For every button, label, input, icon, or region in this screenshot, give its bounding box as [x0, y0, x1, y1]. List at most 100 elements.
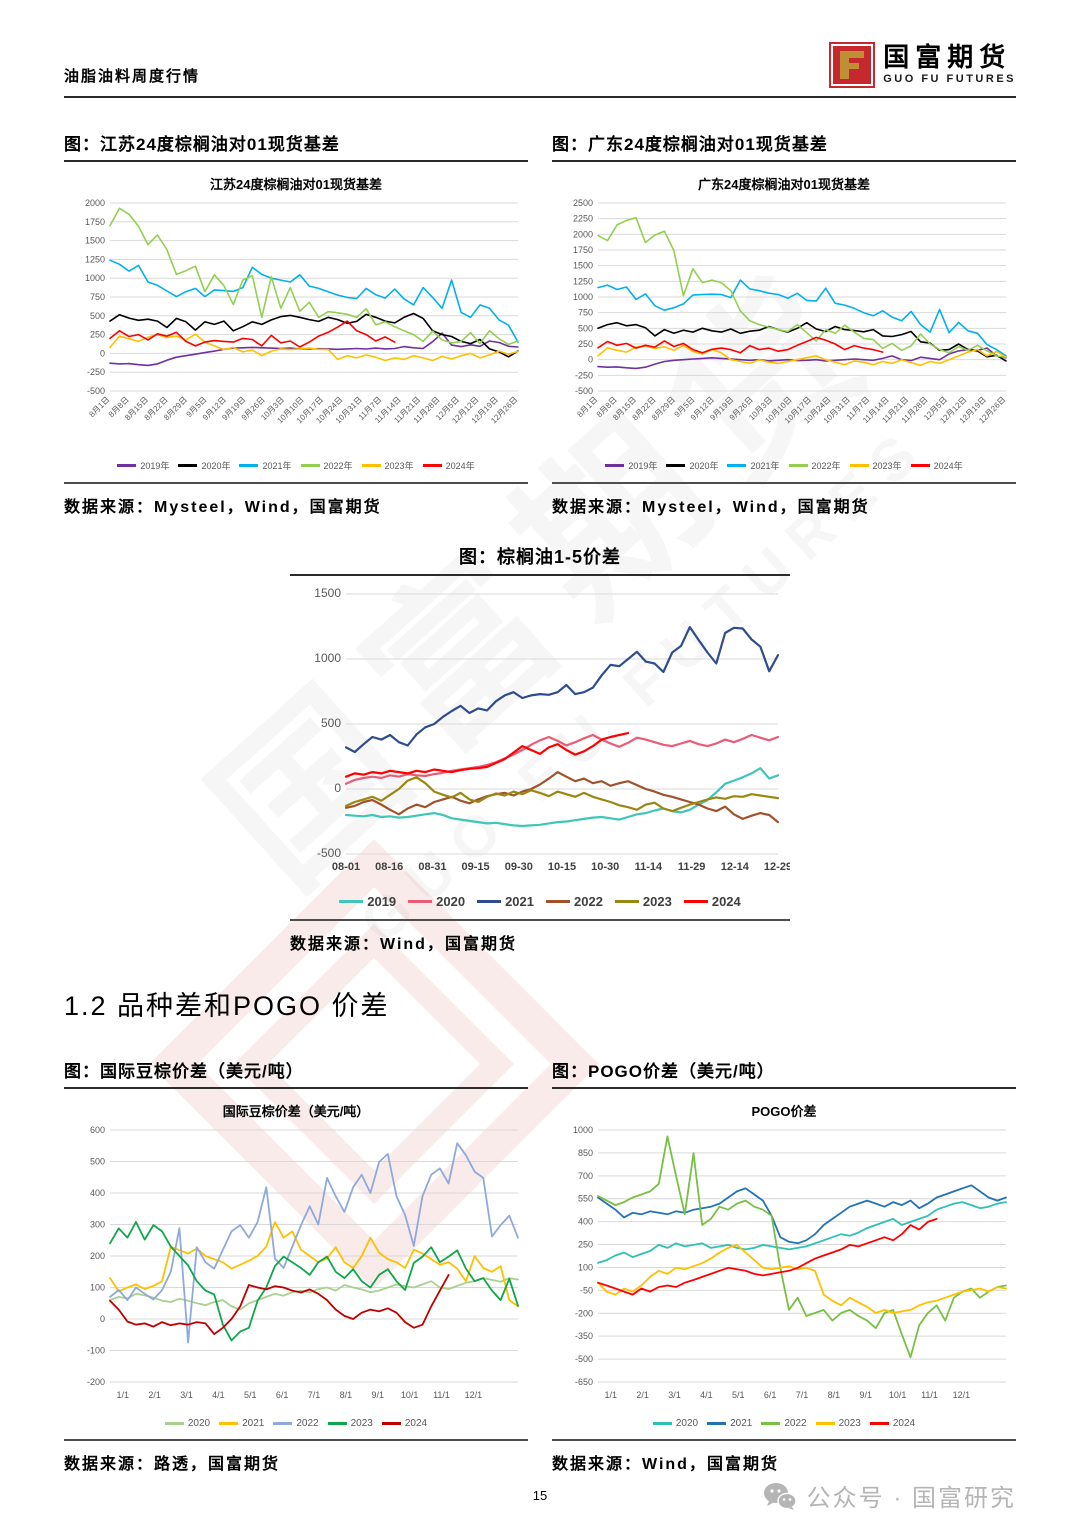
- chart-plot-area: 600 500 400 300 200 100 0 -100 -200 1/1 2/1 3/1 4/1 5…: [64, 1122, 528, 1416]
- legend-swatch: [239, 464, 259, 467]
- svg-text:1000: 1000: [573, 292, 593, 302]
- figure-caption: 图：江苏24度棕榈油对01现货基差: [64, 130, 528, 162]
- legend-swatch: [683, 900, 708, 903]
- legend-swatch: [849, 464, 869, 467]
- legend-item-2020: 2020: [652, 1418, 698, 1429]
- legend-swatch: [788, 464, 808, 467]
- svg-text:3/1: 3/1: [180, 1390, 193, 1400]
- svg-text:-500: -500: [87, 386, 105, 396]
- figure-caption: 图：棕榈油1-5价差: [290, 543, 790, 576]
- legend-swatch: [273, 1422, 293, 1425]
- svg-text:7/1: 7/1: [308, 1390, 321, 1400]
- legend-item-2022: 2022: [761, 1418, 807, 1429]
- svg-text:1500: 1500: [85, 236, 105, 246]
- wechat-label: 公众号 · 国富研究: [806, 1485, 1016, 1512]
- chart-legend: 2019年 2020年 2021年 2022年 2023年 2024年: [64, 459, 528, 472]
- svg-text:5/1: 5/1: [244, 1390, 257, 1400]
- chart-legend: 2020 2021 2022 2023 2024: [64, 1418, 528, 1429]
- svg-text:500: 500: [321, 716, 341, 730]
- legend-swatch: [666, 464, 686, 467]
- legend-swatch: [339, 900, 364, 903]
- svg-text:11/1: 11/1: [433, 1390, 450, 1400]
- svg-text:8月1日: 8月1日: [87, 395, 111, 419]
- legend-swatch: [327, 1422, 347, 1425]
- svg-text:08-01: 08-01: [332, 861, 360, 873]
- legend-item-2023: 2023: [815, 1418, 861, 1429]
- svg-text:2000: 2000: [85, 198, 105, 208]
- data-source-note: 数据来源：Wind，国富期货: [290, 919, 790, 954]
- legend-item-2024年: 2024年: [910, 459, 963, 472]
- chart-plot-area: 1500 1000 500 0 -500 08-01 08-16 08-31 09-15 09-3…: [290, 586, 792, 892]
- figure-pogo-spread: 图：POGO价差（美元/吨） POGO价差 1000 850 700 550 400 25…: [552, 1057, 1016, 1474]
- svg-text:12/1: 12/1: [953, 1390, 971, 1400]
- legend-swatch: [614, 900, 639, 903]
- svg-text:-350: -350: [575, 1331, 593, 1341]
- figure-jiangsu-basis: 图：江苏24度棕榈油对01现货基差 江苏24度棕榈油对01现货基差 2000 17…: [64, 130, 528, 517]
- svg-text:1/1: 1/1: [604, 1390, 617, 1400]
- legend-item-2024: 2024: [683, 894, 741, 909]
- svg-text:1000: 1000: [573, 1125, 593, 1135]
- legend-item-2022年: 2022年: [300, 459, 353, 472]
- svg-text:5/1: 5/1: [732, 1390, 745, 1400]
- legend-swatch: [117, 464, 137, 467]
- legend-item-2020: 2020: [408, 894, 465, 909]
- svg-text:200: 200: [90, 1251, 105, 1261]
- svg-text:08-16: 08-16: [375, 861, 403, 873]
- svg-text:12-29: 12-29: [764, 861, 790, 873]
- svg-text:11-29: 11-29: [678, 861, 706, 873]
- data-source-note: 数据来源：Mysteel，Wind，国富期货: [552, 482, 1016, 517]
- legend-swatch: [707, 1422, 727, 1425]
- legend-swatch: [300, 464, 320, 467]
- legend-item-2023: 2023: [327, 1418, 373, 1429]
- guangdong-basis-chart: 广东24度棕榈油对01现货基差 2500 2250 2000 1750 1500 1250…: [552, 174, 1016, 472]
- svg-text:-500: -500: [575, 386, 593, 396]
- chart-title: 江苏24度棕榈油对01现货基差: [210, 177, 382, 192]
- legend-swatch: [477, 900, 502, 903]
- svg-text:-250: -250: [87, 367, 105, 377]
- chart-title: 广东24度棕榈油对01现货基差: [698, 177, 870, 192]
- chart-legend: 2020 2021 2022 2023 2024: [552, 1418, 1016, 1429]
- svg-text:8/1: 8/1: [828, 1390, 841, 1400]
- svg-text:2000: 2000: [573, 229, 593, 239]
- legend-swatch: [869, 1422, 889, 1425]
- chart-plot-area: 1000 850 700 550 400 250 100 -50 -200 -350 -500 -65…: [552, 1122, 1016, 1416]
- svg-text:500: 500: [90, 1157, 105, 1167]
- svg-text:10/1: 10/1: [401, 1390, 419, 1400]
- svg-text:750: 750: [90, 292, 105, 302]
- legend-item-2019: 2019: [339, 894, 396, 909]
- figure-bean-palm-spread: 图：国际豆棕价差（美元/吨） 国际豆棕价差（美元/吨） 600 500 400 300…: [64, 1057, 528, 1474]
- data-source-note: 数据来源：Mysteel，Wind，国富期货: [64, 482, 528, 517]
- legend-swatch: [605, 464, 625, 467]
- svg-text:250: 250: [578, 1240, 593, 1250]
- legend-item-2023年: 2023年: [849, 459, 902, 472]
- legend-item-2020年: 2020年: [178, 459, 230, 472]
- chart-legend: 2019 2020 2021 2022 2023 2024: [290, 894, 790, 909]
- palm-15-spread-chart: 1500 1000 500 0 -500 08-01 08-16 08-31 09-15 09-3…: [290, 586, 792, 909]
- legend-item-2021年: 2021年: [727, 459, 780, 472]
- svg-text:0: 0: [588, 355, 593, 365]
- chart-plot-area: 2000 1750 1500 1250 1000 750 500 250 0 -250 -500 8月…: [64, 195, 528, 457]
- legend-item-2020: 2020: [164, 1418, 210, 1429]
- svg-text:0: 0: [334, 781, 341, 795]
- legend-item-2022年: 2022年: [788, 459, 841, 472]
- svg-text:750: 750: [578, 308, 593, 318]
- svg-text:08-31: 08-31: [418, 861, 446, 873]
- svg-text:300: 300: [90, 1220, 105, 1230]
- svg-text:1750: 1750: [573, 245, 593, 255]
- legend-item-2021年: 2021年: [239, 459, 292, 472]
- svg-text:09-15: 09-15: [462, 861, 490, 873]
- figure-palm-15-spread: 图：棕榈油1-5价差 1500 1000 500 0 -500 08-01 08-16 08-…: [290, 543, 792, 954]
- svg-text:-650: -650: [575, 1377, 593, 1387]
- legend-swatch: [164, 1422, 184, 1425]
- legend-swatch: [381, 1422, 401, 1425]
- company-logo-icon: [829, 42, 876, 88]
- legend-swatch: [546, 900, 570, 903]
- legend-swatch: [422, 464, 442, 467]
- svg-text:10/1: 10/1: [889, 1390, 907, 1400]
- company-logo: 国富期货 GUO FU FUTURES: [829, 42, 1016, 88]
- jiangsu-basis-chart: 江苏24度棕榈油对01现货基差 2000 1750 1500 1250 1000 750 5…: [64, 174, 528, 472]
- section-heading: 1.2 品种差和POGO 价差: [64, 991, 390, 1021]
- svg-text:4/1: 4/1: [212, 1390, 225, 1400]
- svg-text:-500: -500: [575, 1354, 593, 1364]
- svg-text:-100: -100: [87, 1346, 105, 1356]
